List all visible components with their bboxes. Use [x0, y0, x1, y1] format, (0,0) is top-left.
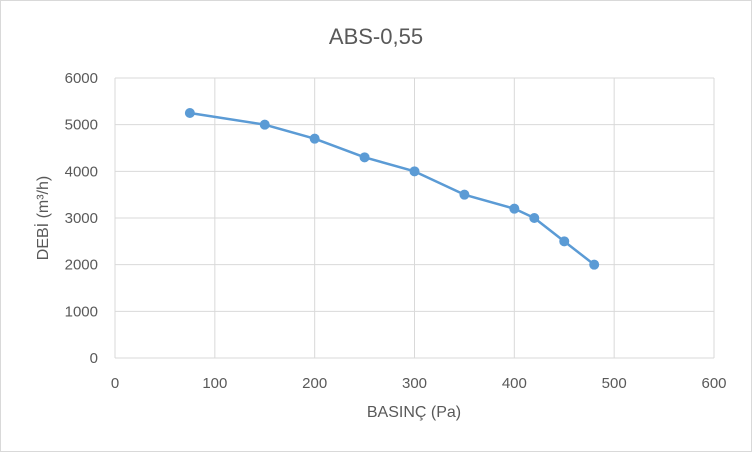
y-tick-label: 3000: [65, 210, 98, 227]
x-tick-label: 200: [302, 375, 327, 392]
x-tick-label: 0: [111, 375, 119, 392]
data-point: [559, 236, 570, 247]
x-tick-labels: 0 100 200 300 400 500 600: [111, 375, 727, 392]
x-tick-label: 400: [502, 375, 527, 392]
x-axis-label: BASINÇ (Pa): [367, 404, 461, 421]
series-line: [189, 111, 595, 266]
y-tick-label: 6000: [65, 70, 98, 87]
data-point: [459, 189, 470, 200]
y-tick-label: 0: [90, 350, 98, 367]
data-point: [529, 213, 540, 223]
x-tick-label: 600: [701, 375, 726, 392]
x-tick-label: 100: [202, 375, 227, 392]
data-point: [509, 203, 520, 214]
y-tick-label: 5000: [65, 117, 98, 134]
data-point: [589, 259, 600, 270]
x-tick-label: 500: [602, 375, 627, 392]
data-point: [409, 166, 420, 177]
chart-title: ABS-0,55: [329, 24, 423, 49]
data-point: [184, 108, 195, 118]
y-tick-labels: 0 1000 2000 3000 4000 5000 6000: [65, 70, 98, 367]
y-tick-label: 2000: [65, 257, 98, 274]
data-points: [184, 108, 600, 270]
x-tick-label: 300: [402, 375, 427, 392]
gridlines: [114, 77, 715, 359]
data-point: [309, 133, 320, 144]
data-point: [359, 152, 370, 163]
data-point: [259, 119, 270, 130]
y-tick-label: 1000: [65, 303, 98, 320]
y-tick-label: 4000: [65, 163, 98, 180]
y-axis-label: DEBİ (m³/h): [33, 176, 52, 260]
